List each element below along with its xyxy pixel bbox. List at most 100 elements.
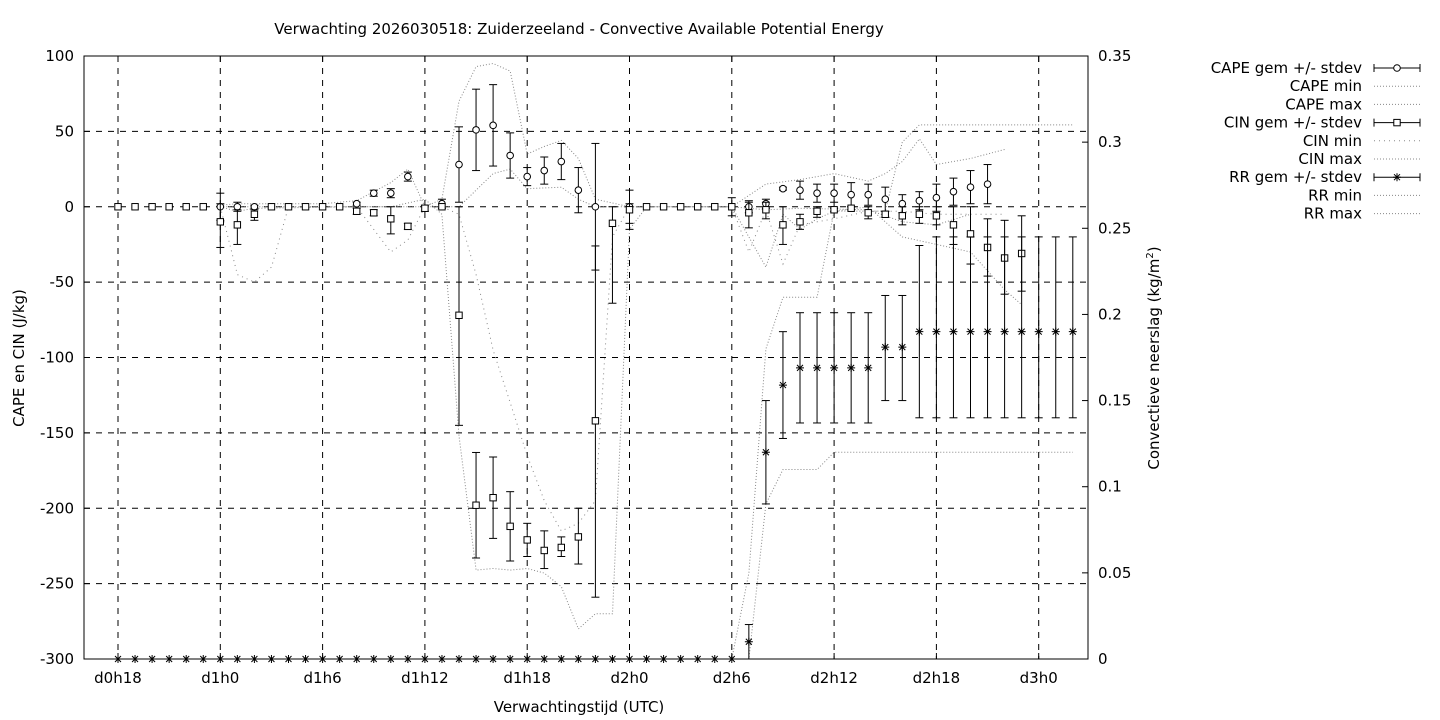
- series-cin-gem-stdev: [114, 201, 1026, 598]
- rr-point-marker: [813, 363, 822, 372]
- y-tick-label: -250: [40, 575, 74, 593]
- envelope-cape-max: [220, 62, 1005, 208]
- cape-point-marker: [591, 202, 600, 211]
- cin-point-marker: [608, 219, 617, 228]
- cin-point-marker: [489, 493, 497, 502]
- y-tick-label: -200: [40, 499, 74, 517]
- legend-label: RR gem +/- stdev: [1229, 168, 1362, 186]
- y-tick-label: -50: [50, 273, 75, 291]
- rr-point-marker: [1393, 173, 1401, 182]
- rr-point-marker: [898, 343, 907, 352]
- legend-label: CAPE max: [1285, 95, 1362, 113]
- rr-point-marker: [966, 327, 975, 336]
- cin-point-marker: [830, 206, 838, 214]
- cin-point-marker: [472, 501, 480, 509]
- y2-tick-label: 0.1: [1098, 478, 1122, 496]
- cin-point-marker: [233, 221, 242, 229]
- min-max-envelopes: [219, 62, 1073, 660]
- cin-point-marker: [762, 206, 770, 214]
- cin-point-marker: [438, 203, 446, 211]
- y2-tick-label: 0: [1098, 650, 1108, 668]
- cape-point-marker: [813, 189, 821, 197]
- envelope-rr-max: [714, 124, 1073, 660]
- cin-point-marker: [694, 203, 702, 211]
- cape-point-marker: [489, 121, 497, 130]
- legend-label: CIN gem +/- stdev: [1224, 114, 1362, 132]
- grid-lines: [84, 56, 1088, 659]
- cin-point-marker: [370, 209, 378, 217]
- rr-point-marker: [1017, 327, 1026, 336]
- cin-point-marker: [915, 210, 924, 218]
- y2-axis-label: Convectieve neerslag (kg/m2): [1145, 246, 1163, 469]
- cape-point-marker: [1393, 64, 1401, 72]
- y2-axis-label-main: Convectieve neerslag (kg/m: [1145, 259, 1163, 470]
- rr-point-marker: [949, 327, 958, 336]
- legend-label: RR min: [1308, 186, 1362, 204]
- cape-point-marker: [455, 160, 463, 169]
- legend-label: CIN max: [1298, 150, 1362, 168]
- cape-point-marker: [983, 180, 992, 188]
- cape-point-marker: [523, 172, 532, 181]
- rr-point-marker: [932, 327, 941, 336]
- x-tick-label: d2h18: [913, 669, 961, 687]
- legend-label: CAPE gem +/- stdev: [1211, 59, 1362, 77]
- cin-point-marker: [625, 206, 634, 214]
- cape-point-marker: [472, 126, 480, 134]
- cin-point-marker: [932, 212, 941, 220]
- mean-stdev-series: [114, 84, 1077, 663]
- cape-point-marker: [779, 184, 787, 193]
- rr-point-marker: [1034, 327, 1043, 336]
- cin-point-marker: [506, 522, 514, 531]
- x-tick-label: d1h6: [304, 669, 342, 687]
- y2-tick-label: 0.3: [1098, 133, 1122, 151]
- rr-point-marker: [1068, 327, 1077, 336]
- legend-label: CIN min: [1303, 132, 1362, 150]
- cape-point-marker: [796, 186, 804, 194]
- cape-point-marker: [369, 189, 378, 197]
- cin-point-marker: [455, 311, 463, 319]
- y2-axis-label-end: ): [1145, 246, 1163, 252]
- cin-point-marker: [387, 215, 395, 223]
- cin-point-marker: [847, 204, 855, 212]
- x-axis-label: Verwachtingstijd (UTC): [494, 698, 665, 716]
- rr-point-marker: [744, 637, 753, 646]
- cin-point-marker: [745, 209, 753, 217]
- cin-point-marker: [728, 203, 736, 211]
- y-axis-ticks: 100 50 0 -50 -100 -150 -200 -250 -300: [40, 47, 90, 668]
- cape-point-marker: [949, 187, 958, 196]
- cape-point-marker: [966, 183, 975, 191]
- cape-point-marker: [352, 199, 361, 208]
- x-tick-label: d3h0: [1020, 669, 1058, 687]
- legend-label: CAPE min: [1290, 77, 1362, 95]
- rr-point-marker: [983, 327, 992, 336]
- chart-title: Verwachting 2026030518: Zuiderzeeland - …: [274, 20, 884, 38]
- y-axis-label: CAPE en CIN (J/kg): [10, 289, 28, 427]
- cin-point-marker: [335, 203, 344, 211]
- rr-point-marker: [1000, 327, 1009, 336]
- cin-point-marker: [199, 203, 207, 211]
- cin-point-marker: [949, 221, 958, 229]
- cape-point-marker: [830, 189, 838, 197]
- x-tick-label: d2h12: [810, 669, 858, 687]
- y2-tick-label: 0.2: [1098, 305, 1122, 323]
- cin-point-marker: [216, 218, 225, 226]
- cin-point-marker: [659, 203, 668, 211]
- cin-point-marker: [131, 203, 139, 211]
- rr-point-marker: [864, 363, 873, 372]
- x-tick-label: d1h0: [201, 669, 239, 687]
- cin-point-marker: [1393, 118, 1401, 127]
- cin-point-marker: [404, 222, 412, 231]
- cin-point-marker: [353, 207, 361, 215]
- cin-point-marker: [557, 543, 565, 552]
- cin-point-marker: [711, 203, 719, 211]
- cin-point-marker: [284, 203, 293, 211]
- cin-point-marker: [676, 203, 685, 211]
- cape-point-marker: [387, 189, 395, 197]
- cape-point-marker: [932, 193, 941, 202]
- rr-point-marker: [830, 363, 839, 372]
- y-tick-label: 100: [45, 47, 74, 65]
- y-tick-label: -100: [40, 349, 74, 367]
- cin-point-marker: [540, 546, 548, 555]
- y-tick-label: -150: [40, 424, 74, 442]
- y2-tick-label: 0.05: [1098, 564, 1131, 582]
